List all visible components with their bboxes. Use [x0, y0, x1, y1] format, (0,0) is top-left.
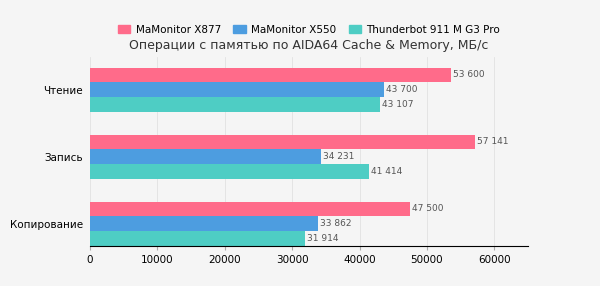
Legend: MaMonitor X877, MaMonitor X550, Thunderbot 911 M G3 Pro: MaMonitor X877, MaMonitor X550, Thunderb… [114, 21, 504, 39]
Bar [90, 149, 320, 164]
Bar [90, 202, 410, 216]
Text: 34 231: 34 231 [323, 152, 354, 161]
Bar [90, 231, 305, 246]
Bar [90, 82, 385, 97]
Title: Операции с памятью по AIDA64 Cache & Memory, МБ/с: Операции с памятью по AIDA64 Cache & Mem… [130, 39, 488, 52]
Text: 31 914: 31 914 [307, 234, 338, 243]
Text: 41 414: 41 414 [371, 167, 403, 176]
Text: 57 141: 57 141 [477, 138, 509, 146]
Bar [90, 67, 451, 82]
Bar [90, 164, 369, 179]
Bar [90, 134, 475, 149]
Text: 53 600: 53 600 [453, 70, 485, 80]
Bar [90, 97, 380, 112]
Text: 43 107: 43 107 [382, 100, 414, 109]
Bar [90, 216, 318, 231]
Text: 47 500: 47 500 [412, 204, 443, 213]
Text: 43 700: 43 700 [386, 85, 418, 94]
Text: 33 862: 33 862 [320, 219, 352, 228]
